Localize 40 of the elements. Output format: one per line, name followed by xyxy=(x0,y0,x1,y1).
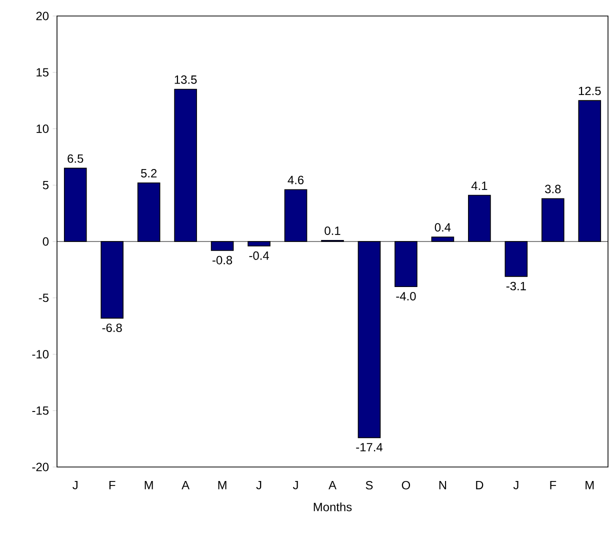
x-axis-title: Months xyxy=(314,502,352,512)
y-tick-label: 5 xyxy=(42,180,49,190)
x-tick-label: F xyxy=(550,480,556,490)
y-tick-label: -5 xyxy=(38,294,49,302)
data-label: -17.4 xyxy=(356,443,383,452)
y-tick-label: -15 xyxy=(32,406,49,415)
data-label: 4.1 xyxy=(471,182,488,190)
x-tick-label: A xyxy=(328,480,336,490)
x-tick-label: S xyxy=(366,480,373,490)
data-label: 5.2 xyxy=(141,169,157,178)
y-tick-label: -20 xyxy=(32,462,49,472)
x-tick-label: J xyxy=(72,480,78,490)
y-tick-label: 15 xyxy=(36,68,49,77)
data-label: 13.5 xyxy=(174,75,197,84)
x-tick-label: O xyxy=(402,480,410,490)
x-tick-label: A xyxy=(182,480,190,490)
x-tick-label: J xyxy=(292,480,298,490)
x-tick-label: J xyxy=(513,480,518,490)
x-tick-label: D xyxy=(476,480,484,490)
data-label: -0.4 xyxy=(249,251,269,260)
data-label: 6.5 xyxy=(68,154,84,163)
data-label: 0.1 xyxy=(324,226,340,235)
data-label: 3.8 xyxy=(545,184,561,194)
y-tick-label: 10 xyxy=(36,124,49,133)
x-tick-label: M xyxy=(144,480,153,490)
y-tick-label: 0 xyxy=(42,237,49,246)
x-tick-label: M xyxy=(586,480,594,490)
data-label: 4.6 xyxy=(288,176,304,184)
data-label: -6.8 xyxy=(102,324,122,332)
x-tick-label: M xyxy=(218,480,226,490)
y-tick-label: -10 xyxy=(32,350,49,358)
data-label: 0.4 xyxy=(434,223,451,232)
data-label: -0.8 xyxy=(212,256,232,264)
x-tick-label: N xyxy=(439,480,446,490)
x-tick-label: J xyxy=(256,480,262,490)
x-tick-label: F xyxy=(109,480,116,490)
data-label: -3.1 xyxy=(506,282,526,290)
data-label: 12.5 xyxy=(578,86,601,96)
y-tick-label: 20 xyxy=(36,12,49,20)
data-label: -4.0 xyxy=(396,292,416,300)
